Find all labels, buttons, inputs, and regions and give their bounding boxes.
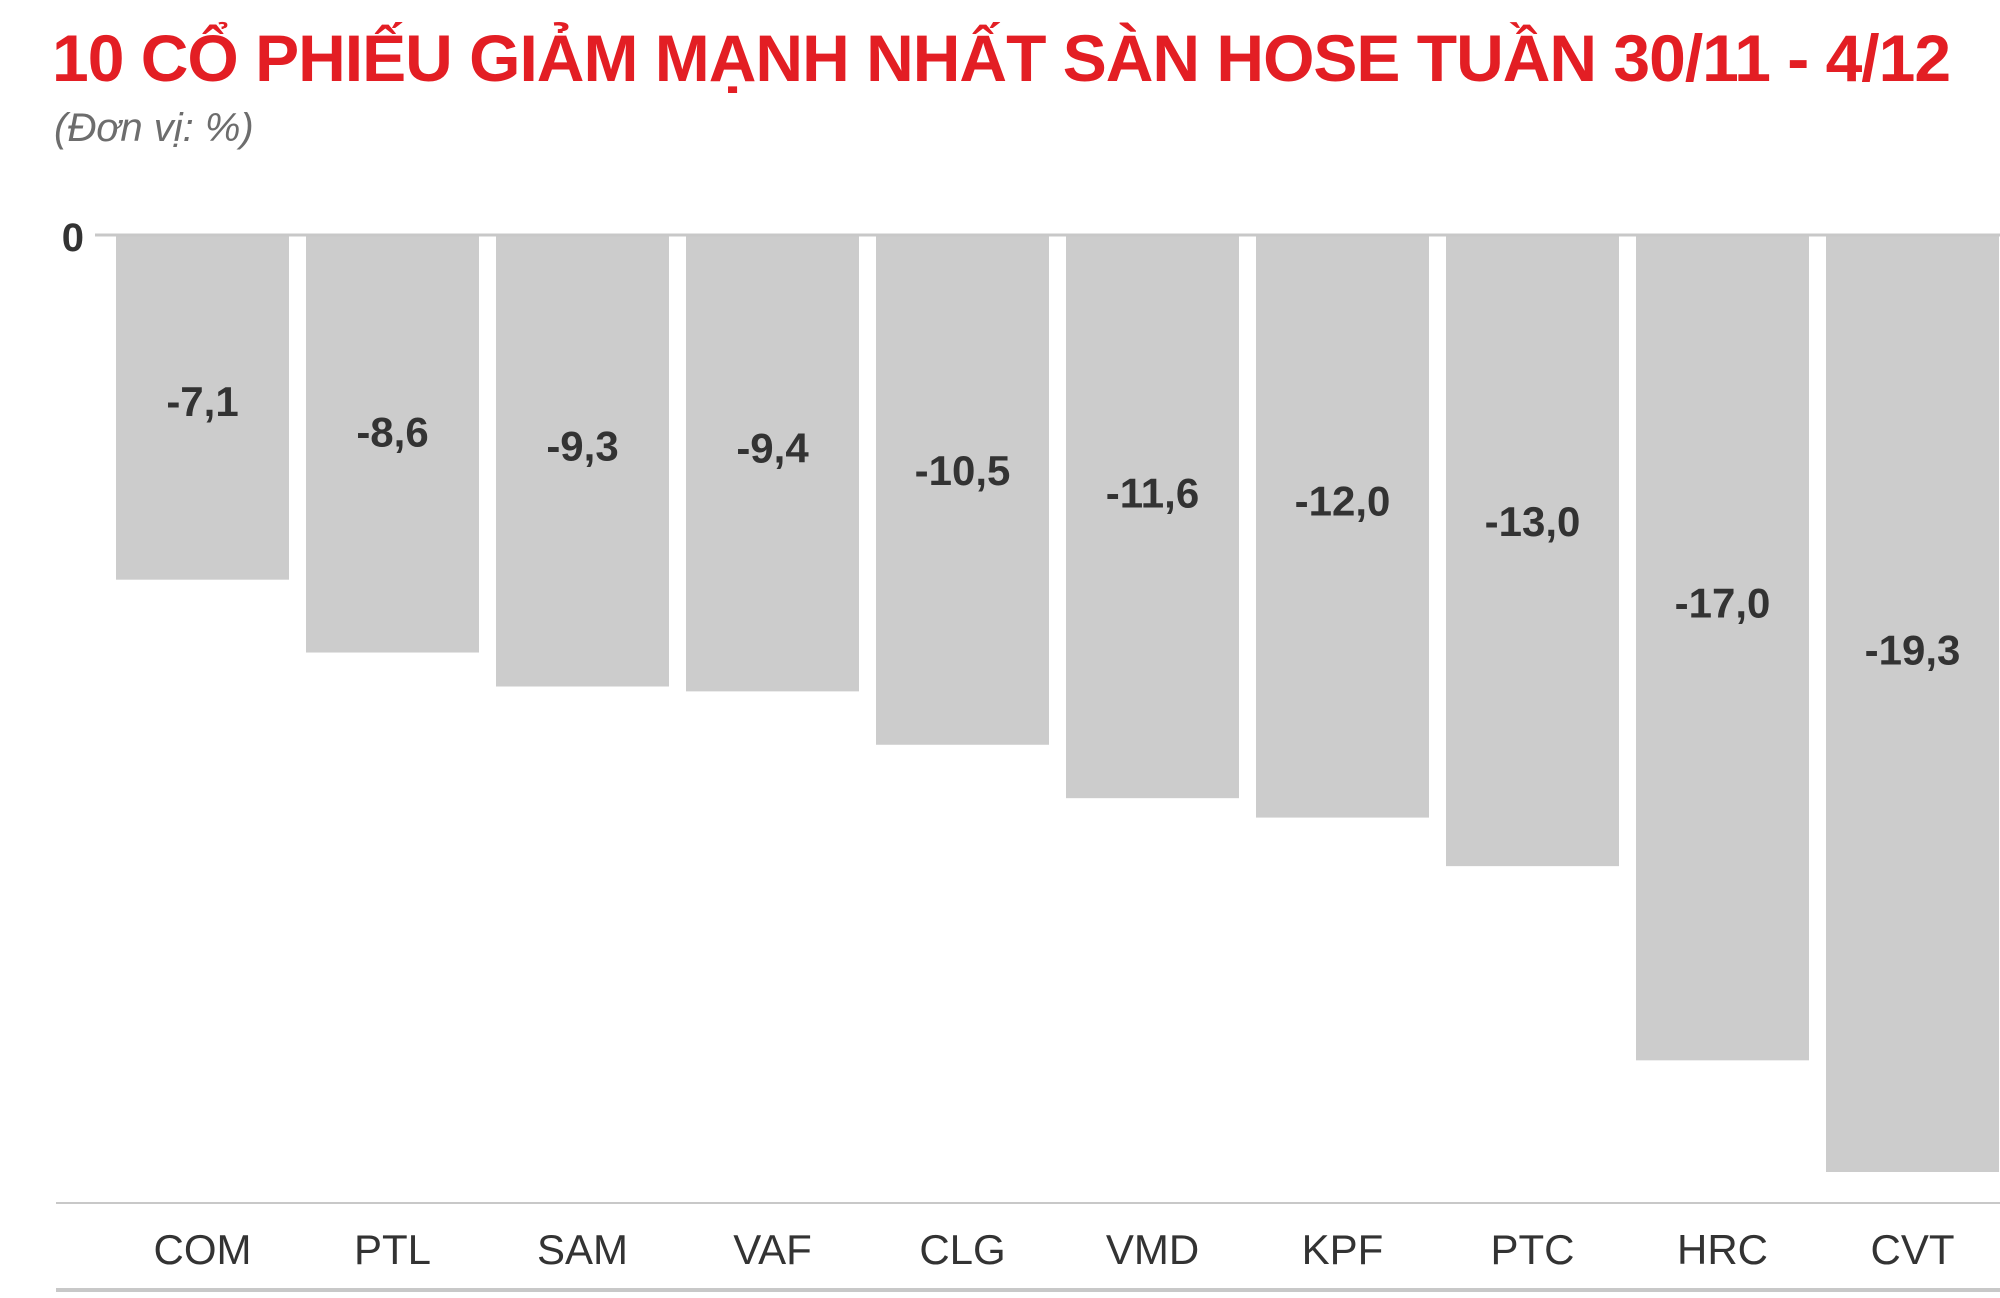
- x-tick-label: SAM: [537, 1226, 628, 1273]
- bar-ptc: [1446, 235, 1619, 867]
- x-tick-label: VAF: [733, 1226, 812, 1273]
- value-label: -13,0: [1485, 498, 1581, 545]
- bar-hrc: [1636, 235, 1809, 1061]
- value-label: -11,6: [1106, 470, 1199, 517]
- bar-vaf: [686, 235, 859, 692]
- x-tick-label: VMD: [1106, 1226, 1199, 1273]
- bar-vmd: [1066, 235, 1239, 799]
- value-label: -19,3: [1865, 627, 1961, 674]
- value-label: -8,6: [356, 408, 428, 455]
- x-tick-label: PTL: [354, 1226, 431, 1273]
- value-label: -9,4: [736, 425, 809, 472]
- value-label: -10,5: [915, 447, 1011, 494]
- x-tick-label: COM: [154, 1226, 252, 1273]
- bar-com: [116, 235, 289, 580]
- axis-layer: 0 COM PTL SAM VAF CLG VMD KPF PTC HRC CVT: [56, 216, 2000, 1292]
- x-tick-label: KPF: [1302, 1226, 1384, 1273]
- value-label: -9,3: [546, 423, 618, 470]
- x-tick-label: CLG: [919, 1226, 1005, 1273]
- value-label: -7,1: [166, 378, 238, 425]
- bars-layer: [116, 235, 1999, 1172]
- value-label: -12,0: [1295, 478, 1391, 525]
- x-tick-label: PTC: [1491, 1226, 1575, 1273]
- x-tick-label: CVT: [1871, 1226, 1955, 1273]
- bar-kpf: [1256, 235, 1429, 818]
- bar-clg: [876, 235, 1049, 745]
- value-labels-layer: -7,1 -8,6 -9,3 -9,4 -10,5 -11,6 -12,0 -13,0 -17,…: [166, 378, 1960, 674]
- chart-subtitle: (Đơn vị: %): [54, 106, 254, 150]
- bar-sam: [496, 235, 669, 687]
- x-tick-label: HRC: [1677, 1226, 1768, 1273]
- chart-title: 10 CỔ PHIẾU GIẢM MẠNH NHẤT SÀN HOSE TUẦN…: [52, 21, 1951, 95]
- bar-ptl: [306, 235, 479, 653]
- value-label: -17,0: [1675, 580, 1771, 627]
- y-tick-label: 0: [62, 216, 84, 260]
- bar-cvt: [1826, 235, 1999, 1172]
